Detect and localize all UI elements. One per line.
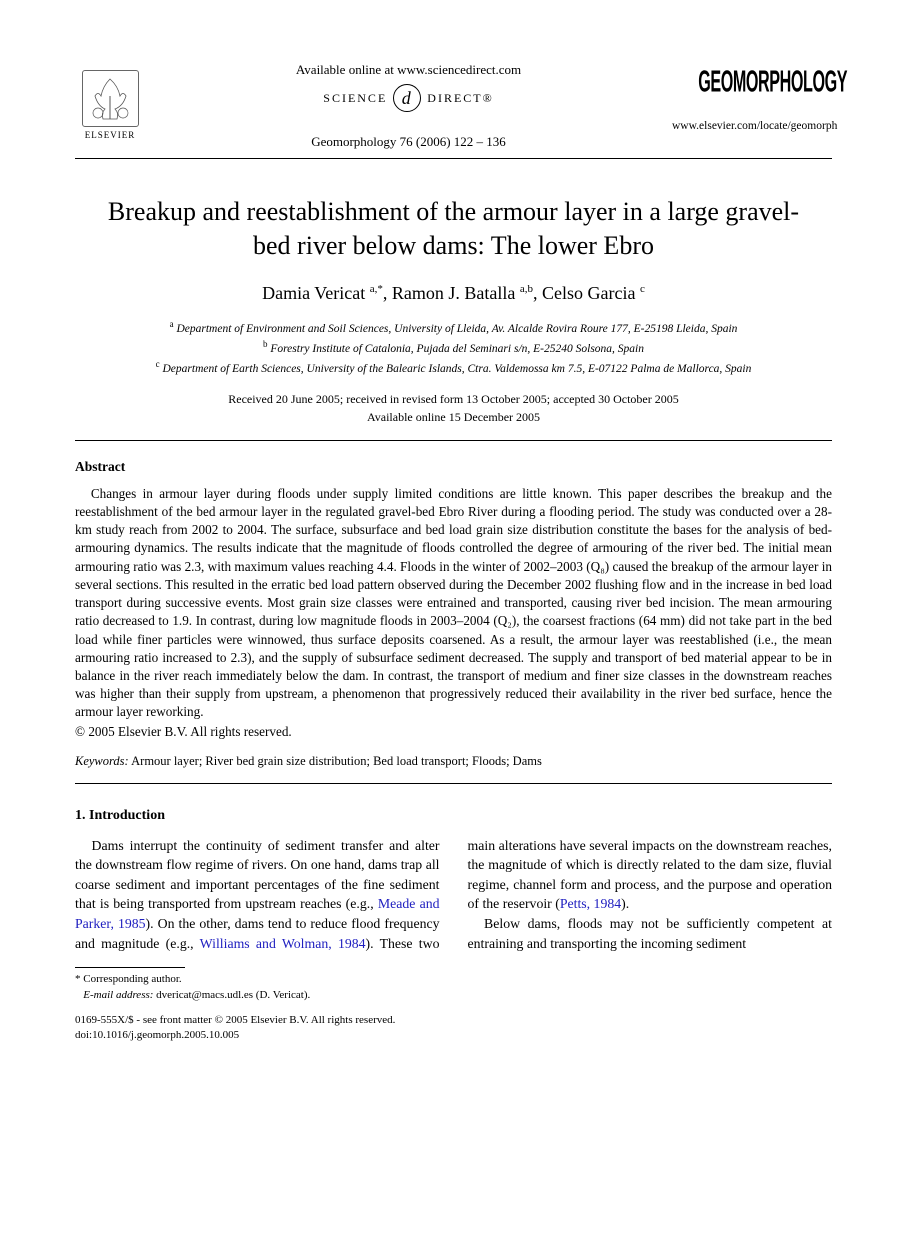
corresponding-author: * Corresponding author. bbox=[75, 972, 438, 987]
intro-heading: 1. Introduction bbox=[75, 808, 832, 824]
journal-name: GEOMORPHOLOGY bbox=[698, 66, 847, 101]
abstract-body: Changes in armour layer during floods un… bbox=[75, 485, 832, 722]
author-3: Celso Garcia bbox=[542, 283, 635, 303]
issn-copyright: 0169-555X/$ - see front matter © 2005 El… bbox=[75, 1013, 469, 1028]
intro-paragraph-2: Below dams, floods may not be sufficient… bbox=[468, 914, 833, 953]
author-1: Damia Vericat bbox=[262, 283, 365, 303]
keywords-text: Armour layer; River bed grain size distr… bbox=[129, 754, 542, 768]
front-matter-info: 0169-555X/$ - see front matter © 2005 El… bbox=[75, 1013, 469, 1043]
email-label: E-mail address: bbox=[83, 989, 153, 1001]
abstract-copyright: © 2005 Elsevier B.V. All rights reserved… bbox=[75, 724, 832, 740]
journal-logo-block: GEOMORPHOLOGY www.elsevier.com/locate/ge… bbox=[672, 60, 832, 136]
keywords-line: Keywords: Armour layer; River bed grain … bbox=[75, 754, 832, 769]
affiliation-b: Forestry Institute of Catalonia, Pujada … bbox=[270, 343, 644, 355]
elsevier-tree-icon bbox=[82, 70, 139, 127]
author-email[interactable]: dvericat@macs.udl.es (D. Vericat). bbox=[153, 989, 310, 1001]
sd-right: DIRECT® bbox=[427, 91, 493, 106]
available-online-text: Available online at www.sciencedirect.co… bbox=[145, 62, 672, 78]
footnotes: * Corresponding author. E-mail address: … bbox=[75, 972, 438, 1003]
doi[interactable]: doi:10.1016/j.geomorph.2005.10.005 bbox=[75, 1028, 469, 1043]
sd-left: SCIENCE bbox=[323, 91, 387, 106]
affiliation-c: Department of Earth Sciences, University… bbox=[163, 363, 752, 375]
rule-above-abstract bbox=[75, 440, 832, 441]
citation-petts[interactable]: Petts, 1984 bbox=[560, 896, 621, 911]
citation-williams-wolman[interactable]: Williams and Wolman, 1984 bbox=[200, 936, 366, 951]
journal-reference: Geomorphology 76 (2006) 122 – 136 bbox=[145, 134, 672, 150]
keywords-label: Keywords: bbox=[75, 754, 129, 768]
header-row: ELSEVIER Available online at www.science… bbox=[75, 60, 832, 150]
publisher-logo: ELSEVIER bbox=[75, 60, 145, 140]
journal-link[interactable]: www.elsevier.com/locate/geomorph bbox=[672, 120, 832, 132]
sciencedirect-logo: SCIENCE d DIRECT® bbox=[145, 84, 672, 112]
intro-body: Dams interrupt the continuity of sedimen… bbox=[75, 836, 832, 953]
affiliation-a: Department of Environment and Soil Scien… bbox=[176, 322, 737, 334]
received-date: Received 20 June 2005; received in revis… bbox=[75, 390, 832, 408]
publisher-name: ELSEVIER bbox=[85, 130, 136, 140]
email-line: E-mail address: dvericat@macs.udl.es (D.… bbox=[75, 988, 438, 1003]
article-dates: Received 20 June 2005; received in revis… bbox=[75, 390, 832, 426]
author-2: Ramon J. Batalla bbox=[392, 283, 515, 303]
center-header: Available online at www.sciencedirect.co… bbox=[145, 60, 672, 150]
footnote-rule bbox=[75, 967, 185, 968]
online-date: Available online 15 December 2005 bbox=[75, 408, 832, 426]
sd-d-icon: d bbox=[393, 84, 421, 112]
header-rule bbox=[75, 158, 832, 159]
author-list: Damia Vericat a,*, Ramon J. Batalla a,b,… bbox=[75, 283, 832, 304]
rule-below-keywords bbox=[75, 783, 832, 784]
abstract-heading: Abstract bbox=[75, 459, 832, 475]
affiliations: a Department of Environment and Soil Sci… bbox=[75, 318, 832, 378]
article-title: Breakup and reestablishment of the armou… bbox=[95, 195, 812, 263]
